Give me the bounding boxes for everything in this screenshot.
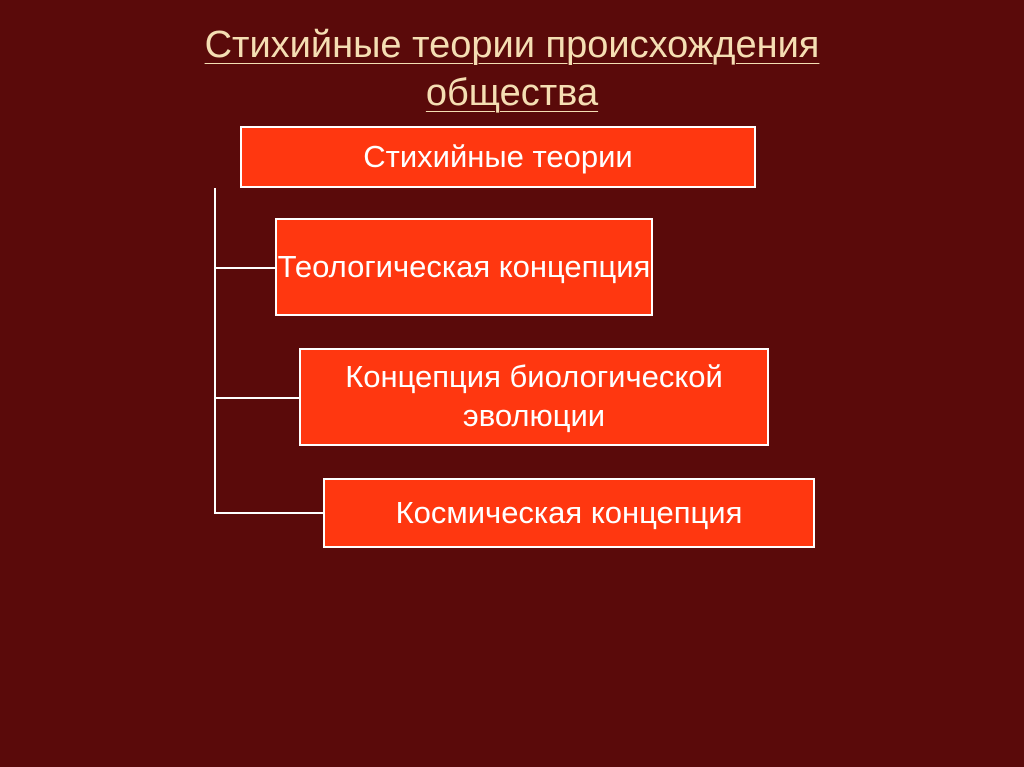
connector-trunk	[214, 188, 216, 514]
box-child-3: Космическая концепция	[323, 478, 815, 548]
box-child-2-label: Концепция биологической эволюции	[301, 358, 767, 436]
slide-title: Стихийные теории происхождения общества	[0, 0, 1024, 117]
connector-branch-2	[214, 397, 299, 399]
title-line-2: общества	[426, 72, 598, 114]
box-root-label: Стихийные теории	[363, 138, 633, 177]
box-child-2: Концепция биологической эволюции	[299, 348, 769, 446]
box-child-1-label: Теологическая концепция	[278, 248, 651, 287]
title-line-1: Стихийные теории происхождения	[205, 24, 820, 66]
box-child-1: Теологическая концепция	[275, 218, 653, 316]
connector-branch-1	[214, 267, 275, 269]
box-child-3-label: Космическая концепция	[396, 494, 743, 533]
box-root: Стихийные теории	[240, 126, 756, 188]
connector-branch-3	[214, 512, 323, 514]
